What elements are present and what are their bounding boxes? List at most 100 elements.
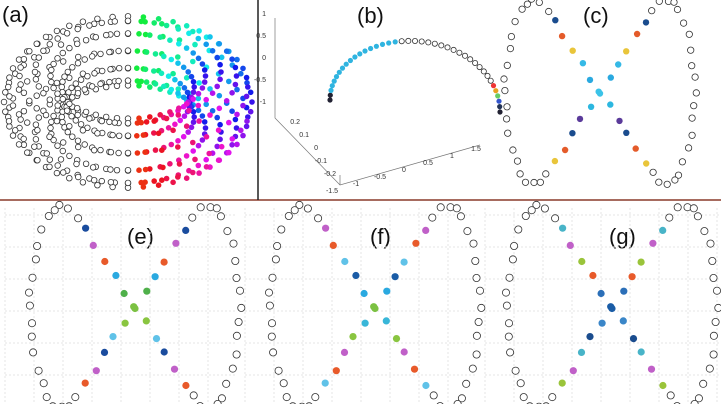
point: [66, 22, 73, 29]
point: [160, 258, 168, 266]
point: [195, 142, 202, 149]
point: [295, 200, 304, 209]
point: [199, 85, 206, 91]
point: [199, 137, 206, 143]
point: [192, 41, 198, 48]
point: [72, 117, 79, 124]
point: [147, 84, 153, 90]
point: [195, 102, 202, 109]
point: [34, 156, 41, 164]
point: [379, 41, 386, 48]
point: [46, 96, 53, 103]
point: [521, 178, 530, 186]
point: [33, 105, 40, 112]
point: [607, 303, 615, 311]
point: [216, 105, 223, 112]
point: [637, 258, 645, 266]
point: [444, 44, 451, 51]
point: [233, 125, 240, 131]
point: [229, 142, 235, 148]
point: [450, 46, 457, 53]
point: [477, 303, 486, 312]
point: [218, 69, 224, 75]
point: [508, 255, 517, 264]
point: [81, 86, 88, 93]
point: [175, 54, 181, 60]
point: [188, 213, 197, 222]
point: [152, 81, 159, 87]
point: [692, 89, 700, 97]
point: [6, 74, 13, 81]
point: [175, 26, 182, 32]
point: [86, 115, 93, 122]
point: [303, 204, 312, 213]
point: [328, 87, 334, 93]
point: [58, 83, 65, 91]
point: [151, 178, 157, 184]
point: [84, 72, 91, 80]
point: [106, 118, 113, 126]
point: [27, 332, 36, 341]
point: [247, 89, 254, 96]
point: [659, 381, 667, 390]
point: [53, 27, 61, 35]
point: [66, 100, 73, 108]
point: [551, 214, 560, 223]
point: [347, 57, 353, 64]
point: [195, 35, 202, 42]
point: [497, 104, 503, 110]
point: [54, 55, 61, 62]
point: [112, 271, 120, 280]
tick-label: -0.5: [374, 174, 386, 181]
point: [232, 273, 241, 282]
point: [577, 348, 586, 356]
tick-label: 1: [450, 153, 454, 160]
point: [86, 22, 93, 29]
point: [82, 108, 90, 116]
point: [216, 41, 223, 47]
point: [170, 127, 176, 134]
point: [73, 40, 81, 47]
point: [74, 53, 82, 61]
point: [201, 67, 208, 73]
point: [207, 112, 213, 118]
point: [33, 92, 40, 99]
point: [506, 44, 514, 53]
point: [217, 136, 223, 143]
tick-label: 0.5: [256, 33, 266, 40]
point: [687, 46, 695, 54]
point: [475, 286, 484, 295]
point: [271, 255, 280, 264]
point: [183, 101, 190, 107]
point: [175, 112, 182, 118]
point: [452, 204, 461, 213]
point: [214, 114, 220, 121]
point: [201, 119, 208, 125]
point: [361, 319, 369, 327]
point: [175, 86, 182, 92]
point: [102, 113, 110, 121]
point: [124, 119, 132, 127]
point: [147, 166, 153, 172]
point: [98, 19, 105, 27]
point: [535, 0, 543, 6]
point: [9, 65, 17, 72]
point: [88, 83, 96, 90]
point: [349, 333, 357, 341]
point: [9, 132, 17, 139]
point: [518, 5, 526, 13]
point: [607, 74, 614, 81]
point: [201, 79, 208, 85]
point: [398, 38, 405, 45]
point: [222, 379, 231, 388]
point: [111, 119, 118, 126]
point: [235, 286, 244, 295]
point: [186, 107, 192, 114]
point: [136, 83, 142, 89]
point: [269, 348, 278, 357]
point: [487, 77, 494, 84]
point: [690, 400, 699, 404]
point: [331, 78, 337, 84]
point: [59, 147, 66, 155]
